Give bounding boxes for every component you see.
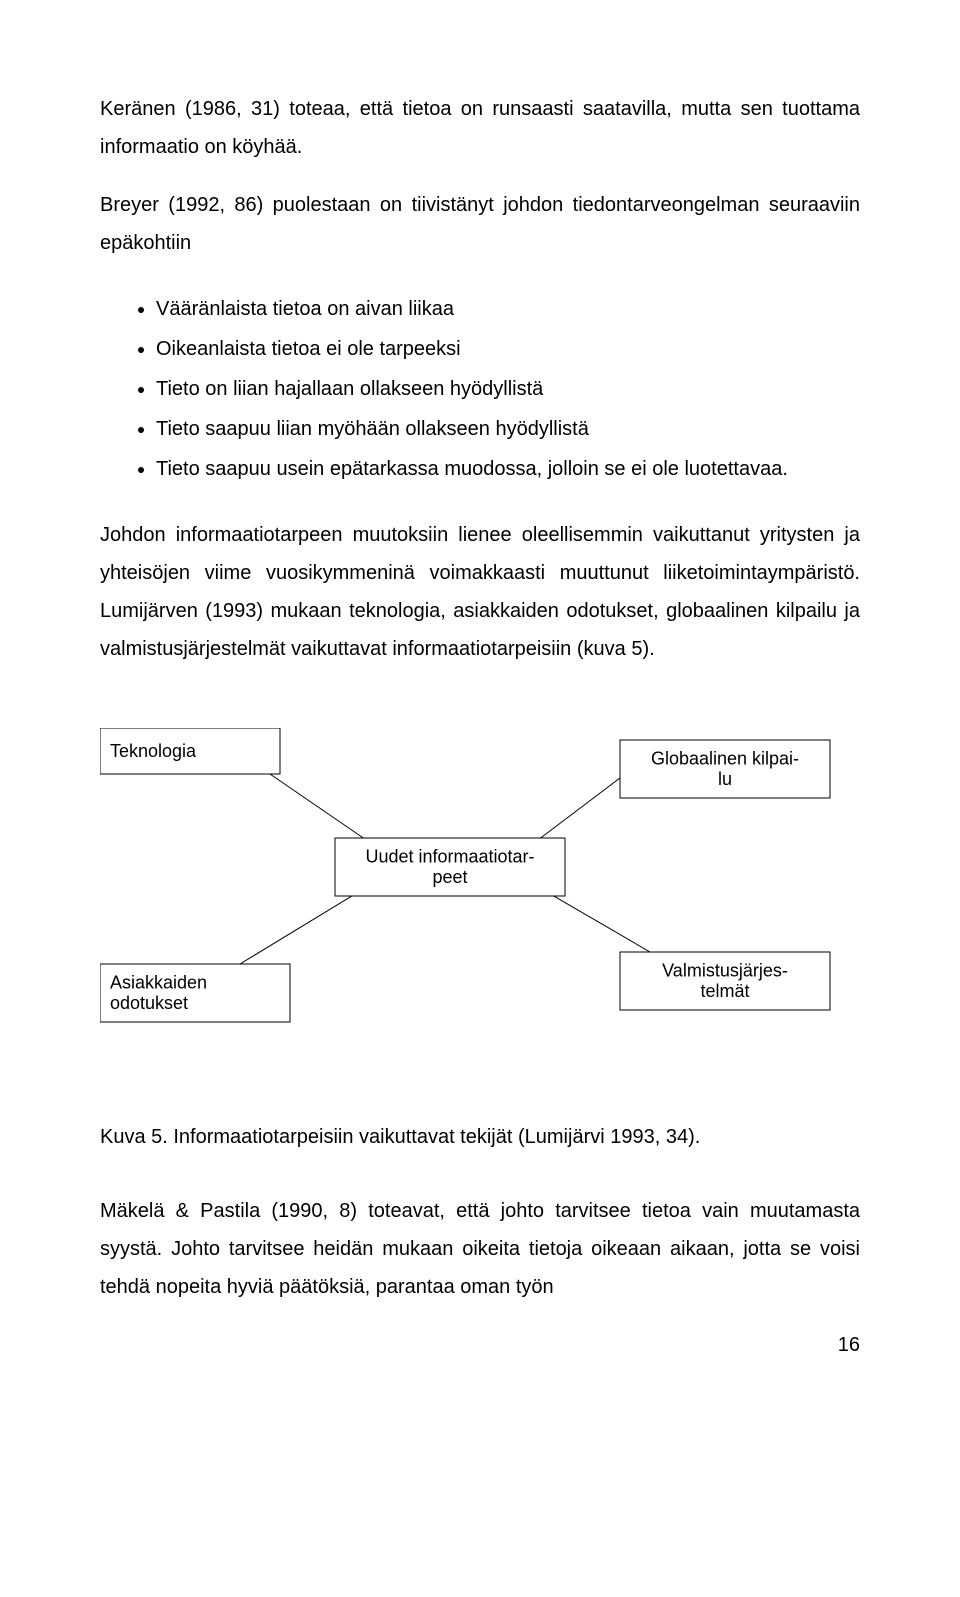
- text: Johdon informaatiotarpeen muutoksiin lie…: [100, 524, 860, 660]
- bullet-list: Vääränlaista tietoa on aivan liikaa Oike…: [100, 290, 860, 488]
- paragraph-2: Breyer (1992, 86) puolestaan on tiivistä…: [100, 186, 860, 262]
- text: Breyer (1992, 86) puolestaan on tiivistä…: [100, 194, 860, 254]
- svg-text:peet: peet: [432, 867, 467, 887]
- list-item-text: Tieto saapuu usein epätarkassa muodossa,…: [156, 458, 788, 480]
- svg-text:Asiakkaiden: Asiakkaiden: [110, 973, 207, 993]
- list-item-text: Tieto on liian hajallaan ollakseen hyödy…: [156, 378, 543, 400]
- paragraph-1: Keränen (1986, 31) toteaa, että tietoa o…: [100, 90, 860, 166]
- list-item: Tieto saapuu usein epätarkassa muodossa,…: [156, 450, 860, 488]
- list-item-text: Tieto saapuu liian myöhään ollakseen hyö…: [156, 418, 589, 440]
- list-item: Oikeanlaista tietoa ei ole tarpeeksi: [156, 330, 860, 368]
- page-number: 16: [100, 1326, 860, 1364]
- text: Keränen (1986, 31) toteaa, että tietoa o…: [100, 98, 860, 158]
- figure-caption: Kuva 5. Informaatiotarpeisiin vaikuttava…: [100, 1118, 860, 1156]
- list-item: Vääränlaista tietoa on aivan liikaa: [156, 290, 860, 328]
- list-item-text: Oikeanlaista tietoa ei ole tarpeeksi: [156, 338, 461, 360]
- text: Kuva 5. Informaatiotarpeisiin vaikuttava…: [100, 1126, 700, 1148]
- paragraph-3: Johdon informaatiotarpeen muutoksiin lie…: [100, 516, 860, 668]
- list-item: Tieto saapuu liian myöhään ollakseen hyö…: [156, 410, 860, 448]
- paragraph-4: Mäkelä & Pastila (1990, 8) toteavat, ett…: [100, 1192, 860, 1306]
- svg-text:telmät: telmät: [700, 981, 749, 1001]
- text: Mäkelä & Pastila (1990, 8) toteavat, ett…: [100, 1200, 860, 1298]
- svg-text:Teknologia: Teknologia: [110, 741, 197, 761]
- svg-text:Globaalinen kilpai-: Globaalinen kilpai-: [651, 749, 799, 769]
- list-item: Tieto on liian hajallaan ollakseen hyödy…: [156, 370, 860, 408]
- text: 16: [838, 1334, 860, 1356]
- svg-text:Uudet informaatiotar-: Uudet informaatiotar-: [365, 847, 534, 867]
- diagram-figure: Teknologia Globaalinen kilpai-lu Uudet inf…: [100, 728, 860, 1058]
- list-item-text: Vääränlaista tietoa on aivan liikaa: [156, 298, 454, 320]
- flowchart-svg: Teknologia Globaalinen kilpai-lu Uudet inf…: [100, 728, 860, 1058]
- svg-text:lu: lu: [718, 769, 732, 789]
- svg-text:odotukset: odotukset: [110, 993, 188, 1013]
- svg-text:Valmistusjärjes-: Valmistusjärjes-: [662, 961, 788, 981]
